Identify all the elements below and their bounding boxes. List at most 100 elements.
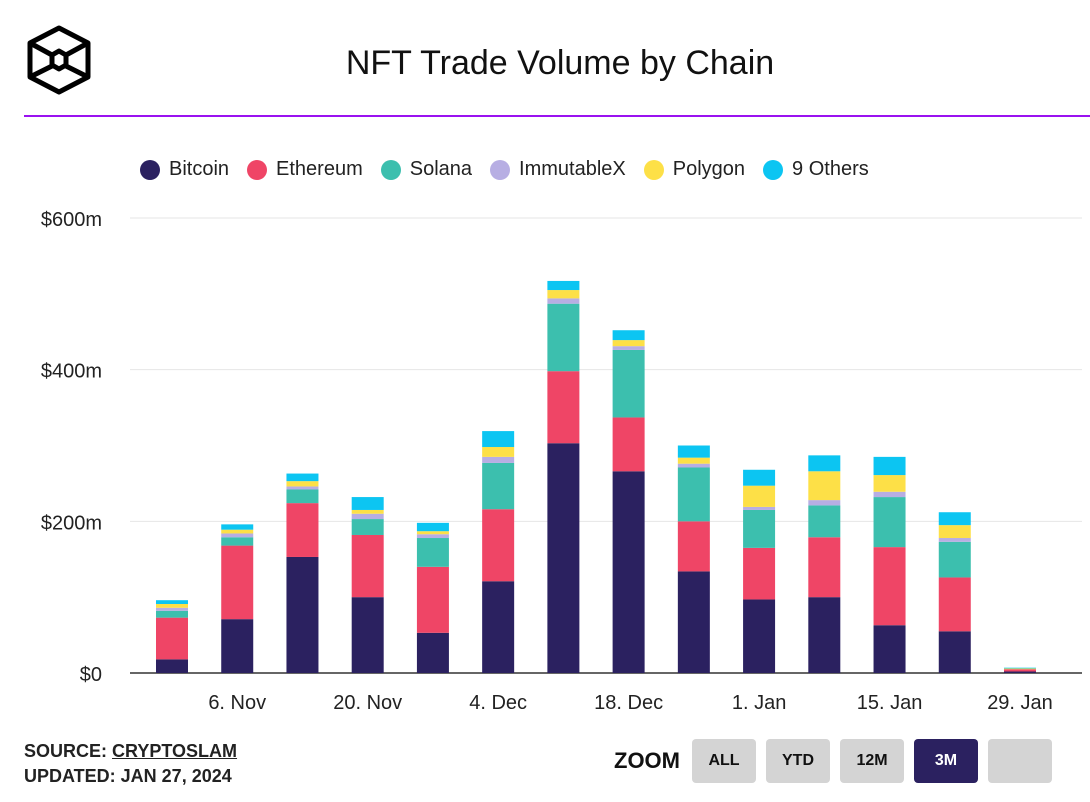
bar-segment-bitcoin	[286, 556, 319, 673]
legend-dot-icon	[247, 159, 268, 180]
x-tick-label: 20. Nov	[333, 692, 402, 714]
bar-segment-immutablex	[547, 298, 580, 304]
bar-segment-bitcoin	[808, 597, 841, 673]
bar-segment-polygon	[873, 475, 906, 492]
legend-label: 9 Others	[792, 158, 869, 180]
bar-segment-ethereum	[808, 537, 841, 598]
x-tick-label: 18. Dec	[594, 692, 663, 714]
legend-dot-icon	[763, 159, 784, 180]
bar-segment-bitcoin	[221, 619, 254, 673]
bar-segment-polygon	[221, 529, 254, 534]
bar-segment-bitcoin	[156, 659, 188, 673]
bar-segment-9-others	[482, 431, 515, 448]
y-tick-label: $600m	[41, 209, 102, 231]
zoom-label: ZOOM	[614, 748, 680, 773]
bar-segment-immutablex	[612, 346, 645, 350]
bar-segment-bitcoin	[677, 571, 710, 673]
bar-segment-immutablex	[677, 463, 710, 468]
bar-segment-polygon	[547, 290, 580, 299]
bar-segment-9-others	[743, 469, 776, 486]
legend-label: Bitcoin	[169, 158, 230, 180]
bar-segment-bitcoin	[612, 471, 645, 673]
bar-segment-immutablex	[286, 486, 319, 490]
bar-segment-ethereum	[612, 417, 645, 472]
bar-segment-bitcoin	[873, 625, 906, 673]
bar-segment-9-others	[612, 330, 645, 341]
bar-segment-bitcoin	[482, 581, 515, 673]
legend-item[interactable]: 9 Others	[763, 158, 869, 181]
legend-item[interactable]: Ethereum	[247, 158, 363, 181]
updated-date: UPDATED: JAN 27, 2024	[24, 766, 232, 786]
bar-segment-9-others	[808, 455, 841, 472]
title-divider	[24, 115, 1090, 117]
legend-label: Solana	[409, 158, 473, 180]
bar-segment-bitcoin	[547, 443, 580, 673]
legend-item[interactable]: ImmutableX	[490, 158, 626, 181]
bar-segment-solana	[612, 349, 645, 418]
bar-segment-9-others	[938, 512, 971, 526]
legend-item[interactable]: Polygon	[643, 158, 746, 181]
bar-segment-polygon	[156, 603, 188, 608]
bar-segment-9-others	[677, 445, 710, 458]
legend-dot-icon	[490, 159, 511, 180]
source-label: SOURCE:	[24, 741, 108, 761]
legend-dot-icon	[140, 159, 160, 180]
bar-segment-polygon	[677, 457, 710, 464]
bar-segment-solana	[808, 505, 841, 538]
x-tick-label: 1. Jan	[732, 692, 786, 714]
bar-segment-immutablex	[416, 534, 449, 539]
bar-segment-9-others	[873, 456, 906, 476]
bar-segment-immutablex	[482, 456, 515, 463]
legend: Bitcoin Ethereum Solana ImmutableX Polygon 9 …	[140, 158, 869, 181]
source-info: SOURCE: CRYPTOSLAM UPDATED: JAN 27, 2024	[24, 739, 237, 789]
source-link[interactable]: CRYPTOSLAM	[112, 741, 238, 761]
bar-segment-immutablex	[156, 607, 188, 611]
bar-segment-9-others	[221, 524, 254, 530]
zoom-12m-button[interactable]: 12M	[840, 739, 904, 783]
y-tick-label: $200m	[41, 512, 102, 534]
bar-segment-bitcoin	[351, 597, 384, 673]
bar-segment-solana	[416, 538, 449, 567]
chart-title: NFT Trade Volume by Chain	[345, 44, 775, 82]
legend-item[interactable]: Bitcoin	[140, 158, 229, 181]
bar-segment-solana	[677, 467, 710, 522]
bar-segment-immutablex	[743, 506, 776, 510]
legend-item[interactable]: Solana	[380, 158, 473, 181]
bar-segment-solana	[482, 462, 515, 510]
bar-segment-solana	[156, 610, 188, 618]
bar-segment-solana	[286, 489, 319, 504]
bar-segment-immutablex	[873, 491, 906, 498]
bar-segment-immutablex	[221, 533, 254, 538]
y-tick-label: $400m	[41, 361, 102, 383]
bar-segment-polygon	[938, 525, 971, 539]
zoom-extra-button[interactable]	[988, 739, 1052, 783]
bar-segment-9-others	[416, 522, 449, 532]
bar-segment-solana	[938, 541, 971, 578]
bar-segment-immutablex	[351, 513, 384, 520]
bar-segment-9-others	[156, 600, 188, 604]
bar-segment-polygon	[286, 481, 319, 487]
bar-segment-ethereum	[743, 547, 776, 600]
legend-dot-icon	[380, 159, 401, 180]
bar-segment-9-others	[547, 280, 580, 291]
x-tick-label: 15. Jan	[857, 692, 923, 714]
legend-label: Polygon	[672, 158, 746, 180]
zoom-3m-button[interactable]: 3M	[914, 739, 978, 783]
bar-segment-bitcoin	[938, 631, 971, 673]
bar-segment-ethereum	[938, 577, 971, 632]
bar-segment-solana	[547, 303, 580, 372]
bar-segment-bitcoin	[416, 632, 449, 673]
bar-segment-polygon	[351, 509, 384, 514]
legend-label: ImmutableX	[519, 158, 626, 180]
zoom-ytd-button[interactable]: YTD	[766, 739, 830, 783]
bar-segment-solana	[743, 509, 776, 548]
bar-segment-9-others	[351, 497, 384, 510]
zoom-all-button[interactable]: ALL	[692, 739, 756, 783]
bar-segment-bitcoin	[743, 599, 776, 673]
bar-segment-polygon	[1004, 668, 1036, 670]
bar-segment-immutablex	[938, 538, 971, 542]
bar-segment-ethereum	[1004, 669, 1036, 672]
bar-segment-ethereum	[677, 521, 710, 572]
bar-segment-9-others	[286, 473, 319, 482]
